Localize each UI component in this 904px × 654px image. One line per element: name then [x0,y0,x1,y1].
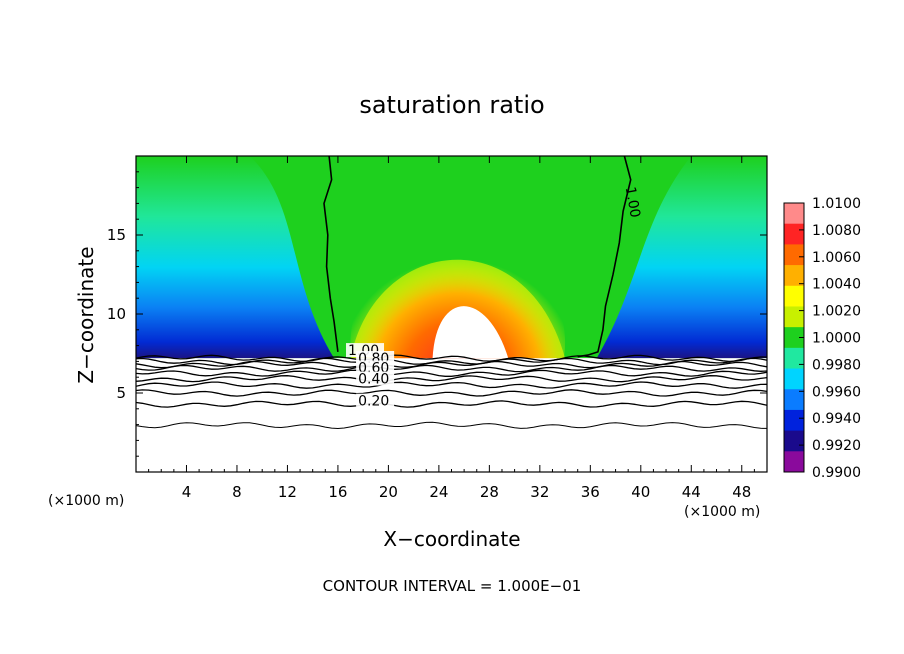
contour-label-bg [356,360,395,375]
contour-label: 1.00 [622,186,643,219]
colorbar-swatch [784,265,804,287]
contour-label-bg [356,393,395,408]
field-white-core [432,306,509,359]
colorbar-swatch [784,306,804,328]
colorbar-label: 1.0060 [812,250,861,266]
colorbar-swatch [784,285,804,307]
x-axis-label: X−coordinate [383,527,520,551]
x-tick-label: 24 [429,483,448,501]
colorbar-label: 0.9900 [812,465,861,481]
x-tick-label: 4 [182,483,192,501]
colorbar: 1.0100 1.0080 1.0060 1.0040 1.0020 1.0000 0.99… [783,196,861,481]
x-tick-label: 32 [530,483,549,501]
colorbar-swatch [784,223,804,245]
chart-title: saturation ratio [359,91,544,119]
colorbar-swatch [784,409,804,432]
x-tick-label: 8 [232,483,242,501]
contour-label: 0.20 [358,394,389,410]
colorbar-swatch [784,430,804,452]
x-tick-label: 44 [682,483,701,501]
x-tick-label: 20 [379,483,398,501]
colorbar-swatch [784,347,804,370]
x-tick-label: 12 [278,483,297,501]
colorbar-label: 0.9940 [812,411,861,427]
y-tick-label: 15 [107,226,126,244]
contour-line-1.00-left [323,156,339,353]
colorbar-swatch [784,244,804,266]
y-tick-label: 5 [116,384,126,402]
colorbar-label: 1.0020 [812,304,861,320]
colorbar-label: 1.0040 [812,277,861,293]
plot-area: 1.000.800.600.400.201.00 [136,156,767,472]
contour-label-bg [356,371,395,386]
contour-line-level-7 [136,389,767,397]
x-axis-unit-left: (×1000 m) [48,493,124,509]
colorbar-swatch [784,368,804,390]
colorbar-label: 0.9960 [812,384,861,400]
subsaturated-region [136,358,767,472]
colorbar-label: 1.0080 [812,223,861,239]
colorbar-swatch [784,389,804,411]
contour-interval-note: CONTOUR INTERVAL = 1.000E−01 [323,577,582,595]
x-tick-label: 40 [631,483,650,501]
x-tick-label: 16 [328,483,347,501]
contour-line-level-5 [136,375,767,383]
contour-line-level-2 [136,360,767,369]
contour-line-1.00-right [577,156,632,358]
colorbar-label: 0.9980 [812,357,861,373]
contour-label: 0.40 [358,372,389,388]
colorbar-label: 0.9920 [812,438,861,454]
y-tick-label: 10 [107,305,126,323]
contour-line-level-6 [136,381,767,389]
x-tick-label: 36 [581,483,600,501]
field-right-cool-region [596,156,767,359]
colorbar-swatch [784,327,804,349]
contour-line-level-9 [136,421,767,430]
colorbar-label: 1.0100 [812,196,861,212]
y-axis-label: Z−coordinate [74,246,98,383]
field-left-cool-region [136,156,335,359]
contour-line-level-3 [136,364,767,373]
x-tick-label: 48 [732,483,751,501]
colorbar-swatch [784,203,804,225]
contour-line-level-8 [136,400,767,408]
colorbar-swatch [784,451,804,473]
contour-line-level-4 [136,369,767,377]
colorbar-label: 1.0000 [812,331,861,347]
x-tick-label: 28 [480,483,499,501]
contour-line-level-0 [136,354,767,363]
x-axis-unit-right: (×1000 m) [684,504,760,520]
